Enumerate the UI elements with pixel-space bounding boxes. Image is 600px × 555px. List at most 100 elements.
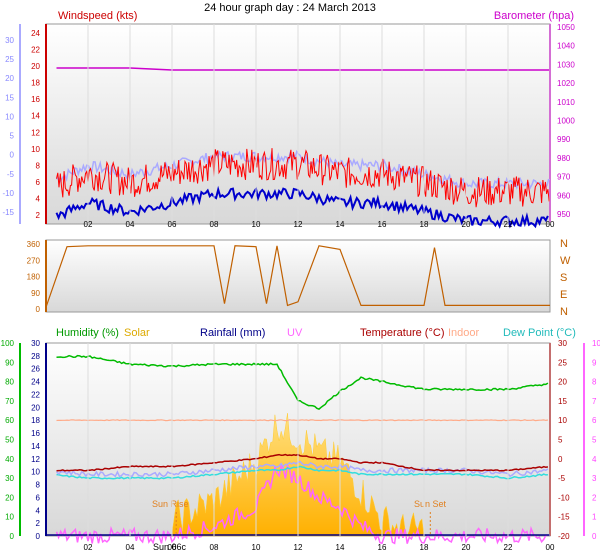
outer-tick-label: 5: [10, 132, 15, 141]
wind-direction-line: [45, 245, 550, 308]
legend-solar: Solar: [124, 327, 150, 339]
outer-tick-label: -15: [2, 208, 14, 217]
baro-tick-label: 980: [557, 154, 571, 163]
legend-uv: UV: [287, 327, 303, 339]
chart-title: 24 hour graph day : 24 March 2013: [204, 2, 376, 14]
legend-indoor: Indoor: [448, 327, 480, 339]
humidity-tick-label: 60: [5, 416, 14, 425]
outer-tick-label: 30: [5, 36, 14, 45]
x-tick-label: 16: [378, 543, 387, 552]
compass-tick-label: S: [560, 272, 567, 284]
wind-tick-label: 16: [31, 95, 40, 104]
legend-rainfall: Rainfall (mm): [200, 327, 265, 339]
x-tick-label: 10: [252, 543, 261, 552]
humidity-tick-label: 10: [5, 513, 14, 522]
x-tick-label: 12: [294, 220, 303, 229]
temp-tick-label: 30: [558, 339, 567, 348]
wind-tick-label: 22: [31, 46, 40, 55]
x-tick-label: 02: [84, 543, 93, 552]
rain-tick-label: 12: [31, 455, 40, 464]
compass-tick-label: N: [560, 238, 568, 250]
compass-tick-label: E: [560, 289, 567, 301]
x-tick-label: 06: [168, 543, 177, 552]
rain-tick-label: 26: [31, 365, 40, 374]
dir-tick-label: 180: [27, 273, 41, 282]
legend-dewpoint: Dew Point (°C): [503, 327, 576, 339]
x-tick-label: 00: [546, 220, 555, 229]
x-tick-label: 16: [378, 220, 387, 229]
wind-tick-label: 2: [36, 211, 41, 220]
baro-tick-label: 960: [557, 191, 571, 200]
wind-tick-label: 24: [31, 29, 40, 38]
wind-tick-label: 14: [31, 112, 40, 121]
x-tick-label: 02: [84, 220, 93, 229]
outer-tick-label: 0: [10, 151, 15, 160]
sunrise-label: Sun Rise: [152, 499, 189, 509]
compass-tick-label: N: [560, 306, 568, 318]
rain-tick-label: 10: [31, 468, 40, 477]
baro-tick-label: 1020: [557, 79, 575, 88]
dir-tick-label: 0: [36, 305, 41, 314]
temp-tick-label: 10: [558, 416, 567, 425]
outer-tick-label: 15: [5, 93, 14, 102]
rain-tick-label: 18: [31, 416, 40, 425]
rain-tick-label: 0: [36, 532, 41, 541]
uv-line: [55, 464, 549, 545]
uv-tick-label: 2: [592, 493, 597, 502]
baro-tick-label: 950: [557, 210, 571, 219]
baro-tick-label: 1030: [557, 60, 575, 69]
rain-tick-label: 8: [36, 481, 41, 490]
x-tick-label: 22: [504, 220, 513, 229]
humidity-tick-label: 90: [5, 358, 14, 367]
x-tick-label: 22: [504, 543, 513, 552]
temp-tick-label: -20: [558, 532, 570, 541]
temp-tick-label: 15: [558, 397, 567, 406]
temp-tick-label: 25: [558, 358, 567, 367]
humidity-tick-label: 100: [1, 339, 15, 348]
barometer-line: [56, 67, 550, 71]
baro-tick-label: 1010: [557, 98, 575, 107]
humidity-tick-label: 30: [5, 474, 14, 483]
rain-tick-label: 6: [36, 493, 41, 502]
uv-tick-label: 4: [592, 455, 597, 464]
temp-tick-label: 0: [558, 455, 563, 464]
dir-tick-label: 270: [27, 256, 41, 265]
legend-humidity: Humidity (%): [56, 327, 119, 339]
rain-tick-label: 30: [31, 339, 40, 348]
uv-tick-label: 3: [592, 474, 597, 483]
rain-tick-label: 4: [36, 506, 41, 515]
wind-tick-label: 4: [36, 194, 41, 203]
baro-tick-label: 970: [557, 173, 571, 182]
baro-tick-label: 1040: [557, 42, 575, 51]
dir-tick-label: 90: [31, 289, 40, 298]
outer-tick-label: 20: [5, 74, 14, 83]
x-tick-label: 08: [210, 220, 219, 229]
x-tick-label: 20: [462, 220, 471, 229]
rain-tick-label: 28: [31, 352, 40, 361]
humidity-tick-label: 40: [5, 455, 14, 464]
outer-tick-label: 10: [5, 112, 14, 121]
wind-tick-label: 18: [31, 79, 40, 88]
x-tick-label: 04: [126, 543, 135, 552]
humidity-tick-label: 80: [5, 378, 14, 387]
rain-tick-label: 20: [31, 403, 40, 412]
uv-tick-label: 6: [592, 416, 597, 425]
barometer-label: Barometer (hpa): [494, 10, 574, 22]
x-tick-label: 18: [420, 220, 429, 229]
x-tick-label: 08: [210, 543, 219, 552]
x-tick-label: 14: [336, 220, 345, 229]
rain-tick-label: 24: [31, 378, 40, 387]
sunset-label: Sun Set: [414, 499, 447, 509]
x-tick-label: 14: [336, 543, 345, 552]
rain-tick-label: 22: [31, 390, 40, 399]
uv-tick-label: 8: [592, 378, 597, 387]
temp-tick-label: -5: [558, 474, 566, 483]
temp-tick-label: 20: [558, 378, 567, 387]
x-tick-label: 04: [126, 220, 135, 229]
x-tick-label: 18: [420, 543, 429, 552]
humidity-tick-label: 70: [5, 397, 14, 406]
uv-tick-label: 9: [592, 358, 597, 367]
x-tick-label: 10: [252, 220, 261, 229]
wind-tick-label: 8: [36, 161, 41, 170]
temp-tick-label: 5: [558, 436, 563, 445]
